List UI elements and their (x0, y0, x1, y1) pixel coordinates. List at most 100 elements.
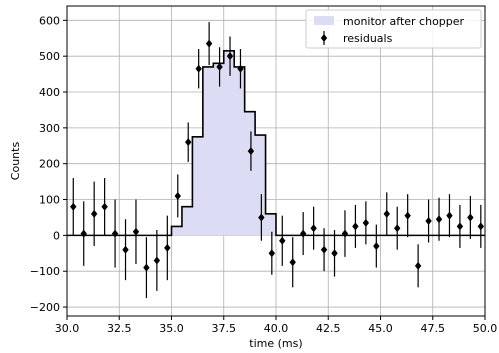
residual-point (80, 201, 87, 266)
residual-point (383, 192, 390, 236)
residual-marker (299, 229, 307, 238)
residual-point (477, 204, 485, 248)
legend: monitor after chopper residuals (305, 9, 482, 49)
residual-point (394, 206, 401, 250)
residual-point (404, 194, 411, 238)
y-tick-label: 300 (39, 122, 60, 135)
residual-marker (195, 64, 202, 73)
residual-point (435, 197, 443, 241)
residual-point (414, 244, 422, 288)
residual-point (268, 231, 276, 275)
y-tick-label: 100 (39, 194, 60, 207)
residual-point (237, 49, 244, 89)
residual-marker (467, 213, 474, 222)
residual-point (467, 195, 474, 239)
residual-point (247, 131, 255, 171)
residual-point (70, 178, 77, 236)
x-tick-label: 32.5 (107, 322, 132, 335)
residual-marker (174, 191, 181, 200)
residual-marker (446, 211, 453, 220)
residual-marker (132, 227, 140, 236)
residual-point (352, 204, 359, 248)
x-axis-label: time (ms) (249, 337, 302, 350)
x-tick-label: 45.0 (368, 322, 393, 335)
residual-marker (352, 222, 359, 231)
residual-point (320, 228, 328, 272)
residual-point (331, 229, 338, 277)
x-tick-label: 50.0 (473, 322, 498, 335)
monitor-step-line (67, 49, 485, 237)
residual-marker (268, 249, 276, 258)
residual-marker (101, 202, 108, 211)
y-tick-label: −200 (30, 301, 60, 314)
residual-marker (383, 209, 390, 218)
residual-point (195, 49, 202, 89)
residual-point (143, 237, 150, 299)
y-tick-label: −100 (30, 265, 60, 278)
legend-label-residuals: residuals (343, 32, 393, 45)
legend-marker (320, 34, 328, 42)
residual-point (132, 199, 140, 265)
legend-box (305, 9, 482, 49)
legend-swatch-residuals (320, 31, 328, 45)
residual-point (111, 199, 119, 268)
x-tick-label: 35.0 (159, 322, 184, 335)
residual-marker (320, 245, 328, 254)
residual-marker (341, 229, 349, 238)
residual-marker (373, 242, 380, 251)
residual-point (185, 122, 192, 162)
residual-marker (310, 224, 317, 233)
residual-point (362, 201, 370, 245)
residual-marker (258, 213, 265, 222)
residual-marker (122, 245, 129, 254)
residual-marker (435, 215, 443, 224)
residual-marker (111, 229, 119, 238)
residual-marker (70, 202, 77, 211)
residual-marker (205, 39, 213, 48)
residual-point (174, 174, 181, 218)
y-tick-label: 400 (39, 86, 60, 99)
residual-marker (289, 258, 296, 267)
residual-marker (456, 222, 464, 231)
y-axis-label: Counts (9, 142, 22, 181)
y-axis-ticks: −200 −100 0 100 200 300 400 500 600 (30, 14, 67, 314)
residuals-layer (70, 22, 485, 299)
residual-marker (414, 261, 422, 270)
residual-marker (331, 249, 338, 258)
residual-marker (153, 256, 161, 265)
residual-marker (143, 263, 150, 272)
residual-point (258, 194, 265, 241)
legend-label-monitor: monitor after chopper (343, 15, 465, 28)
residual-marker (80, 229, 87, 238)
x-axis-ticks: 30.0 32.5 35.0 37.5 40.0 42.5 45.0 47.5 50.0 (55, 316, 498, 335)
residual-marker (247, 147, 255, 156)
residual-point (299, 212, 307, 256)
residual-point (456, 204, 464, 248)
residual-marker (404, 211, 411, 220)
residual-point (341, 210, 349, 257)
residual-point (373, 224, 380, 268)
x-tick-label: 30.0 (55, 322, 80, 335)
residual-marker (185, 138, 192, 147)
x-tick-label: 47.5 (421, 322, 446, 335)
residual-marker (90, 209, 98, 218)
residual-marker (362, 218, 370, 227)
monitor-step-layer (67, 49, 485, 237)
residual-marker (226, 52, 234, 61)
residual-marker (237, 64, 244, 73)
residual-marker (216, 62, 223, 71)
residual-marker (394, 224, 401, 233)
y-tick-label: 200 (39, 158, 60, 171)
x-tick-label: 40.0 (264, 322, 289, 335)
y-tick-label: 500 (39, 50, 60, 63)
residual-point (216, 47, 223, 87)
residual-point (90, 181, 98, 247)
residual-point (310, 206, 317, 250)
residual-point (101, 178, 108, 236)
residual-point (279, 215, 286, 266)
y-tick-label: 600 (39, 14, 60, 27)
residual-point (153, 229, 161, 291)
legend-swatch-monitor (314, 16, 334, 25)
